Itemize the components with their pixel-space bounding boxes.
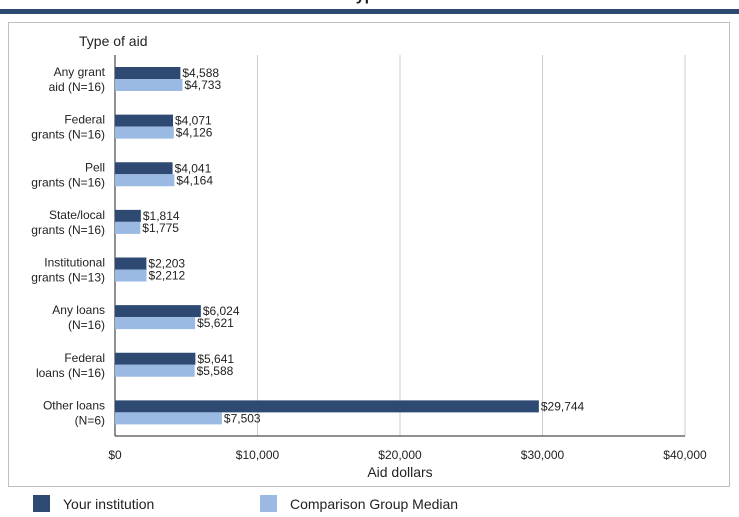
category-label-line: grants (N=13): [31, 271, 105, 285]
legend-label-comparison: Comparison Group Median: [290, 495, 459, 512]
bar-comparison: [115, 221, 141, 234]
bar-value-label: $5,641: [197, 352, 234, 366]
x-tick-label: $30,000: [521, 448, 565, 462]
bar-value-label: $4,733: [184, 78, 221, 92]
chart-legend: Your institution Comparison Group Median: [8, 486, 730, 517]
category-label-line: Any grant: [54, 65, 106, 79]
bar-institution: [115, 209, 141, 222]
category-label-line: Federal: [64, 113, 105, 127]
page-title-fragment: ype: [0, 0, 739, 7]
category-label-line: (N=6): [75, 413, 105, 427]
bar-value-label: $2,203: [148, 257, 185, 271]
category-label: State/local grants (N=16): [31, 208, 105, 237]
category-label: Pell grants (N=16): [31, 160, 105, 189]
bar-institution: [115, 114, 174, 127]
header-rule: [0, 9, 739, 14]
bar-comparison: [115, 412, 222, 425]
category-label-line: grants (N=16): [31, 128, 105, 142]
category-label-line: grants (N=16): [31, 175, 105, 189]
bar-institution: [115, 352, 196, 365]
legend-item-comparison: Comparison Group Median: [260, 495, 458, 512]
bar-institution: [115, 400, 539, 413]
category-label: Other loans (N=6): [43, 398, 105, 427]
bar-comparison: [115, 317, 196, 330]
category-label-line: grants (N=16): [31, 223, 105, 237]
bar-comparison: [115, 79, 183, 91]
category-label-line: State/local: [49, 208, 105, 222]
bar-institution: [115, 162, 173, 175]
bar-value-label: $4,588: [182, 66, 219, 80]
bar-value-label: $5,588: [197, 364, 234, 378]
bar-value-label: $4,126: [176, 126, 213, 140]
legend-swatch-institution: [33, 495, 50, 512]
x-tick-label: $10,000: [236, 448, 280, 462]
bar-comparison: [115, 126, 174, 139]
category-label-line: Pell: [85, 160, 105, 174]
chart-title: Type of aid: [79, 33, 148, 49]
bar-value-label: $6,024: [203, 304, 240, 318]
bar-institution: [115, 305, 201, 318]
bar-value-label: $7,503: [224, 411, 261, 425]
bar-value-label: $4,041: [175, 161, 212, 175]
category-label-line: Other loans: [43, 398, 105, 412]
bar-value-label: $4,164: [176, 173, 213, 187]
bar-value-label: $1,775: [142, 221, 179, 235]
bar-comparison: [115, 174, 175, 187]
bar-institution: [115, 67, 181, 79]
category-label-line: aid (N=16): [49, 80, 105, 94]
bar-value-label: $5,621: [197, 316, 234, 330]
bar-value-label: $4,071: [175, 114, 212, 128]
legend-label-institution: Your institution: [63, 495, 155, 512]
category-label-line: Federal: [64, 351, 105, 365]
x-tick-label: $20,000: [378, 448, 422, 462]
category-label: Any grant aid (N=16): [49, 65, 106, 94]
x-tick-label: $0: [108, 448, 122, 462]
category-label-line: Any loans: [52, 303, 105, 317]
legend-item-institution: Your institution: [33, 495, 154, 512]
legend-swatch-comparison: [260, 495, 277, 512]
category-label-line: (N=16): [68, 318, 105, 332]
bar-value-label: $1,814: [143, 209, 180, 223]
category-label: Any loans (N=16): [52, 303, 105, 332]
category-label: Institutional grants (N=13): [31, 256, 105, 285]
category-label-line: loans (N=16): [36, 366, 105, 380]
bar-comparison: [115, 269, 147, 282]
bar-value-label: $29,744: [541, 399, 585, 413]
category-label: Federal grants (N=16): [31, 113, 105, 142]
bar-value-label: $2,212: [149, 269, 186, 283]
x-tick-label: $40,000: [663, 448, 707, 462]
x-axis-title: Aid dollars: [367, 464, 432, 480]
bar-comparison: [115, 364, 195, 377]
category-label-line: Institutional: [44, 256, 105, 270]
category-label: Federal loans (N=16): [36, 351, 105, 380]
bar-institution: [115, 257, 147, 270]
